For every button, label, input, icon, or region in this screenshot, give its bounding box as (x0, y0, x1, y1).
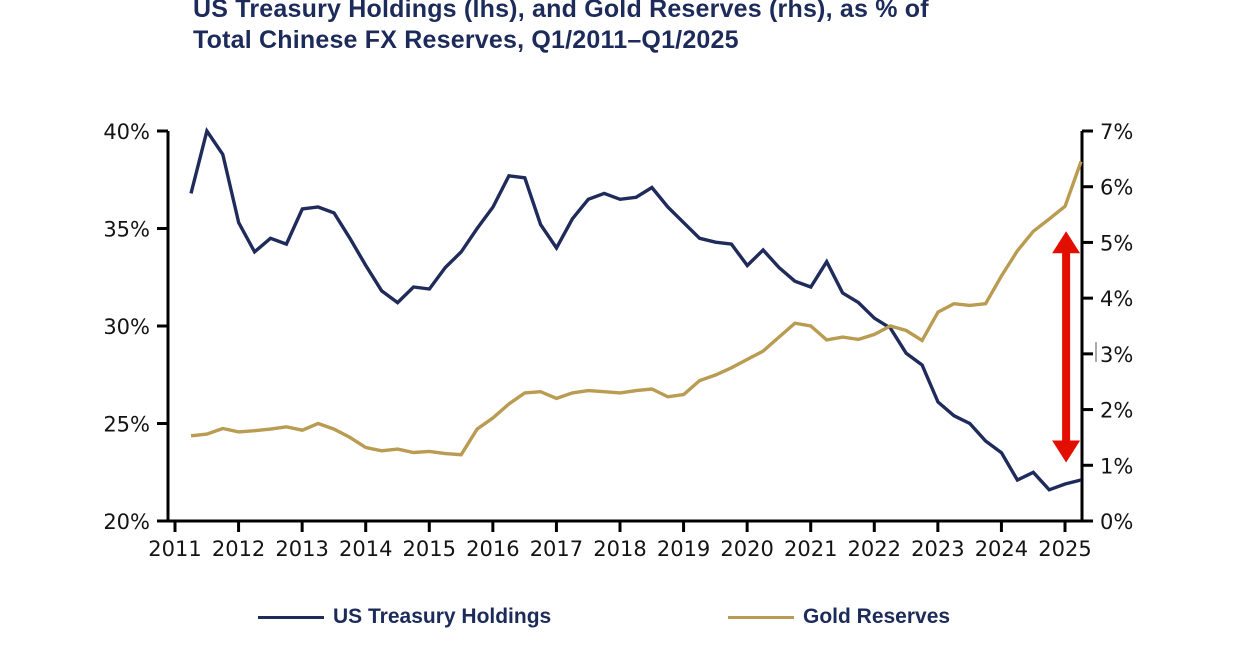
series-gold-reserves (190, 161, 1083, 457)
svg-text:2017: 2017 (530, 537, 583, 561)
svg-text:35%: 35% (103, 218, 150, 242)
svg-text:6%: 6% (1100, 176, 1133, 200)
svg-text:2023: 2023 (911, 537, 964, 561)
svg-text:0%: 0% (1100, 510, 1133, 534)
svg-text:30%: 30% (103, 315, 150, 339)
svg-text:2025: 2025 (1038, 537, 1091, 561)
svg-text:2013: 2013 (275, 537, 328, 561)
svg-text:20%: 20% (103, 510, 150, 534)
left-axis: 20% 25% 30% 35% 40% (103, 120, 168, 534)
svg-text:2016: 2016 (466, 537, 519, 561)
series-us-treasury-holdings (189, 126, 1082, 492)
chart-title-line2: Total Chinese FX Reserves, Q1/2011–Q1/20… (193, 26, 739, 54)
svg-text:4%: 4% (1100, 287, 1133, 311)
x-axis: 2011 2012 2013 2014 2015 2016 2017 2018 2019 2020… (148, 521, 1092, 561)
svg-text:3%: 3% (1100, 343, 1133, 367)
svg-text:2012: 2012 (212, 537, 265, 561)
svg-text:2%: 2% (1100, 399, 1133, 423)
chart-title-line1: US Treasury Holdings (lhs), and Gold Res… (193, 0, 929, 23)
svg-text:2018: 2018 (593, 537, 646, 561)
svg-text:2020: 2020 (720, 537, 773, 561)
svg-text:7%: 7% (1100, 120, 1133, 144)
svg-text:2024: 2024 (975, 537, 1028, 561)
svg-text:25%: 25% (103, 413, 150, 437)
svg-text:2014: 2014 (339, 537, 392, 561)
right-axis: 0% 1% 2% 3% 4% 5% 6% 7% (1082, 120, 1133, 534)
svg-text:2019: 2019 (657, 537, 710, 561)
svg-text:2011: 2011 (148, 537, 201, 561)
svg-text:1%: 1% (1100, 454, 1133, 478)
svg-text:40%: 40% (103, 120, 150, 144)
svg-text:2022: 2022 (848, 537, 901, 561)
axes (166, 131, 1084, 523)
chart-title: US Treasury Holdings (lhs), and Gold Res… (193, 0, 929, 56)
svg-text:2021: 2021 (784, 537, 837, 561)
svg-text:5%: 5% (1100, 231, 1133, 255)
svg-text:2015: 2015 (403, 537, 456, 561)
annotation-double-arrow (1052, 231, 1081, 463)
